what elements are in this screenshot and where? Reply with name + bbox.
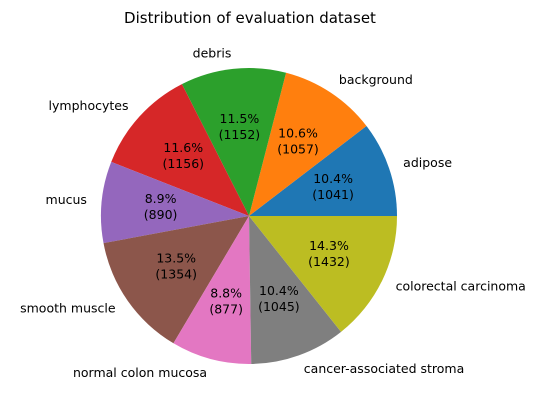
pie-slice-smooth-muscle [103, 216, 249, 344]
slice-percent-debris: 11.5% [220, 111, 260, 126]
slice-label-adipose: adipose [403, 155, 452, 170]
pie-slice-lymphocytes [111, 84, 250, 216]
slice-count-adipose: (1041) [312, 187, 354, 202]
slice-count-cancer-associated-stroma: (1045) [258, 299, 300, 314]
slice-percent-lymphocytes: 11.6% [163, 140, 203, 155]
slice-label-cancer-associated-stroma: cancer-associated stroma [304, 361, 464, 376]
pie-slice-mucus [101, 161, 249, 244]
pie-labels: adipose10.4%(1041)background10.6%(1057)d… [20, 46, 526, 380]
pie-slice-cancer-associated-stroma [249, 216, 342, 364]
pie-slice-normal-colon-mucosa [173, 216, 252, 364]
pie-slice-debris [181, 67, 287, 216]
slice-percent-background: 10.6% [278, 125, 318, 140]
slice-count-lymphocytes: (1156) [162, 156, 204, 171]
pie-slice-colorectal-carcinoma [249, 216, 397, 332]
slice-label-lymphocytes: lymphocytes [49, 98, 129, 113]
slice-label-background: background [339, 72, 413, 87]
chart-title: Distribution of evaluation dataset [124, 9, 376, 27]
slice-label-normal-colon-mucosa: normal colon mucosa [73, 365, 207, 380]
slice-percent-normal-colon-mucosa: 8.8% [210, 285, 242, 300]
slice-count-colorectal-carcinoma: (1432) [308, 254, 350, 269]
slice-count-debris: (1152) [219, 127, 261, 142]
pie-slices [101, 67, 397, 364]
slice-percent-colorectal-carcinoma: 14.3% [309, 238, 349, 253]
slice-count-background: (1057) [277, 141, 319, 156]
slice-label-mucus: mucus [46, 192, 87, 207]
slice-label-colorectal-carcinoma: colorectal carcinoma [396, 278, 526, 293]
slice-label-smooth-muscle: smooth muscle [20, 301, 116, 316]
slice-percent-smooth-muscle: 13.5% [156, 250, 196, 265]
pie-slice-adipose [249, 125, 397, 216]
slice-percent-cancer-associated-stroma: 10.4% [259, 283, 299, 298]
slice-percent-mucus: 8.9% [145, 191, 177, 206]
slice-count-smooth-muscle: (1354) [155, 266, 197, 281]
pie-slice-background [249, 72, 367, 216]
slice-count-mucus: (890) [144, 207, 178, 222]
slice-percent-adipose: 10.4% [313, 171, 353, 186]
slice-count-normal-colon-mucosa: (877) [209, 301, 243, 316]
slice-label-debris: debris [193, 46, 232, 61]
